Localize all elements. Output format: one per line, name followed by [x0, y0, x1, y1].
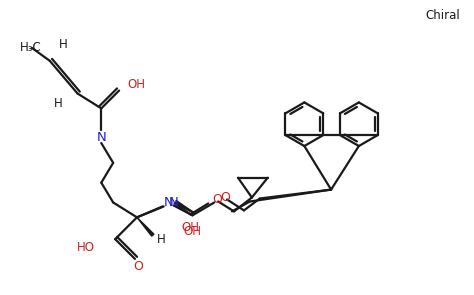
- Text: H: H: [55, 97, 63, 110]
- Text: O: O: [212, 193, 222, 206]
- Text: H: H: [59, 38, 68, 51]
- Text: OH: OH: [182, 221, 200, 234]
- Text: H₃C: H₃C: [20, 41, 42, 55]
- Polygon shape: [137, 217, 154, 236]
- Text: Chiral: Chiral: [425, 9, 460, 22]
- Text: O: O: [133, 260, 143, 273]
- Text: N: N: [164, 196, 173, 209]
- Text: N: N: [169, 196, 178, 209]
- Text: OH: OH: [127, 78, 145, 91]
- Text: O: O: [220, 191, 230, 204]
- Text: OH: OH: [183, 225, 201, 238]
- Text: HO: HO: [77, 240, 95, 254]
- Text: N: N: [96, 131, 106, 144]
- Text: H: H: [157, 233, 165, 246]
